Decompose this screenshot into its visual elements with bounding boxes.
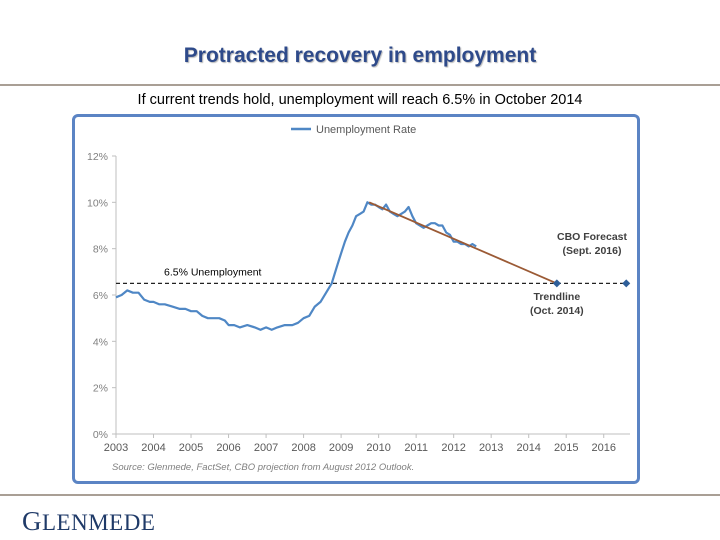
unemployment-rate-line bbox=[115, 201, 477, 331]
y-tick-label: 12% bbox=[87, 151, 108, 163]
y-tick-label: 2% bbox=[93, 383, 108, 395]
x-tick-label: 2005 bbox=[179, 442, 203, 454]
x-tick-label: 2003 bbox=[104, 442, 128, 454]
unemployment-chart: 0% 2% 4% 6% 8% 10% 12% 2003 2004 2005 2006 2007 2008… bbox=[87, 124, 631, 473]
chart-source: Source: Glenmede, FactSet, CBO projectio… bbox=[112, 462, 414, 473]
cbo-forecast-date: (Sept. 2016) bbox=[563, 245, 622, 257]
slide-subtitle: If current trends hold, unemployment wil… bbox=[137, 92, 583, 108]
title-divider bbox=[0, 84, 720, 86]
y-tick-label: 4% bbox=[93, 336, 108, 348]
x-tick-label: 2016 bbox=[591, 442, 615, 454]
x-tick-label: 2010 bbox=[366, 442, 390, 454]
x-tick-label: 2012 bbox=[441, 442, 465, 454]
x-tick-label: 2004 bbox=[141, 442, 165, 454]
slide-title: Protracted recovery in employment bbox=[183, 44, 537, 67]
trendline bbox=[368, 201, 558, 285]
x-tick-label: 2007 bbox=[254, 442, 278, 454]
glenmede-logo: GLENMEDE bbox=[22, 506, 155, 537]
x-tick-label: 2014 bbox=[516, 442, 540, 454]
logo-rest: LENMEDE bbox=[42, 510, 156, 535]
footer-divider bbox=[0, 494, 720, 496]
x-tick-label: 2009 bbox=[329, 442, 353, 454]
cbo-forecast-label: CBO Forecast bbox=[557, 231, 628, 243]
y-tick-label: 8% bbox=[93, 244, 108, 256]
legend-label: Unemployment Rate bbox=[316, 124, 416, 136]
chart-frame: 0% 2% 4% 6% 8% 10% 12% 2003 2004 2005 2006 2007 2008… bbox=[72, 114, 640, 484]
x-tick-label: 2006 bbox=[216, 442, 240, 454]
trendline-date: (Oct. 2014) bbox=[530, 305, 584, 317]
x-tick-label: 2011 bbox=[404, 442, 428, 454]
y-tick-label: 0% bbox=[93, 429, 108, 441]
logo-initial: G bbox=[22, 506, 42, 536]
y-tick-label: 10% bbox=[87, 197, 108, 209]
point-marker bbox=[552, 279, 561, 288]
trendline-label: Trendline bbox=[533, 291, 580, 303]
point-marker bbox=[622, 279, 631, 288]
threshold-label: 6.5% Unemployment bbox=[164, 266, 262, 278]
y-tick-label: 6% bbox=[93, 290, 108, 302]
x-tick-label: 2013 bbox=[479, 442, 503, 454]
x-tick-label: 2015 bbox=[554, 442, 578, 454]
x-tick-label: 2008 bbox=[291, 442, 315, 454]
